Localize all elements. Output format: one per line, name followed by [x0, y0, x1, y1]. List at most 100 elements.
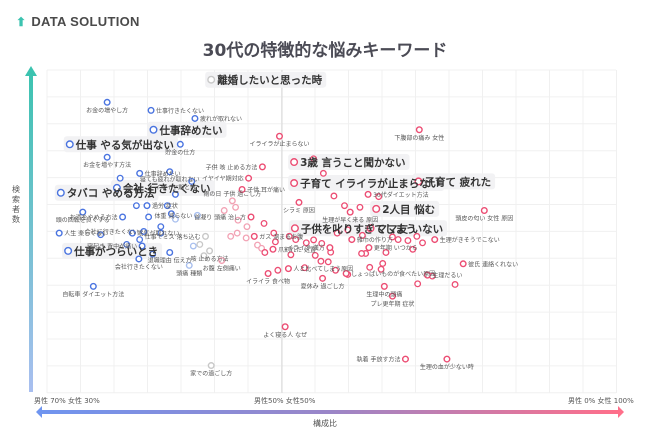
- data-point[interactable]: [136, 169, 144, 177]
- data-point: [233, 229, 241, 237]
- label-highlight: [412, 173, 496, 190]
- point-label: 離婚したいと思った時: [217, 74, 322, 87]
- point-label: タバコ やめる方法: [67, 187, 155, 200]
- point-label: 寝ても疲れが取れない: [140, 176, 200, 184]
- data-point[interactable]: [128, 229, 136, 237]
- data-point[interactable]: [388, 292, 396, 300]
- point-label: しょっぱいものが食べたい原因: [351, 270, 435, 278]
- point-label: 30代ダイエット方法: [373, 191, 429, 199]
- data-point[interactable]: [119, 213, 127, 221]
- data-point: [243, 223, 251, 231]
- data-point[interactable]: [401, 355, 409, 363]
- point-label: 夏休み 過ごし方: [301, 282, 345, 290]
- data-point: [270, 229, 278, 237]
- point-label: 退職理由 伝え方: [148, 256, 192, 264]
- point-label: 子供 耳が痛い: [247, 186, 285, 194]
- data-point[interactable]: [228, 197, 236, 205]
- data-point: [344, 226, 352, 234]
- data-point[interactable]: [326, 244, 334, 252]
- data-point: [97, 231, 105, 239]
- data-point[interactable]: [319, 274, 327, 282]
- point-label: イライラ 食べ物: [246, 277, 290, 285]
- data-point: [260, 219, 268, 227]
- data-point[interactable]: [103, 98, 111, 106]
- data-point[interactable]: [207, 75, 216, 84]
- point-label: 疲れが取れない: [200, 115, 242, 123]
- point-label: 会社 行きたくない: [123, 182, 211, 195]
- data-point[interactable]: [166, 168, 174, 176]
- data-point[interactable]: [149, 125, 158, 134]
- data-point[interactable]: [414, 177, 423, 186]
- data-point[interactable]: [207, 362, 215, 370]
- data-point[interactable]: [79, 208, 87, 216]
- data-point[interactable]: [64, 246, 73, 255]
- data-point[interactable]: [290, 158, 299, 167]
- data-point[interactable]: [372, 204, 381, 213]
- data-point[interactable]: [284, 265, 292, 273]
- data-point[interactable]: [295, 198, 303, 206]
- data-point[interactable]: [281, 323, 289, 331]
- data-point[interactable]: [415, 126, 423, 134]
- label-highlight: [147, 121, 227, 138]
- data-point[interactable]: [264, 269, 272, 277]
- data-point[interactable]: [56, 188, 65, 197]
- data-point[interactable]: [65, 140, 74, 149]
- data-point[interactable]: [143, 202, 151, 210]
- data-point[interactable]: [366, 224, 375, 233]
- data-point[interactable]: [218, 257, 226, 265]
- data-point[interactable]: [185, 261, 193, 269]
- label-highlight: [364, 220, 448, 237]
- data-point: [333, 229, 341, 237]
- point-label: 体重 減らない: [154, 212, 192, 220]
- data-point[interactable]: [171, 190, 179, 198]
- data-point[interactable]: [431, 236, 439, 244]
- data-point[interactable]: [443, 355, 451, 363]
- data-point[interactable]: [89, 282, 97, 290]
- data-point[interactable]: [380, 282, 388, 290]
- data-point: [366, 263, 374, 271]
- data-point: [310, 155, 318, 163]
- data-point[interactable]: [480, 207, 488, 215]
- data-point[interactable]: [365, 244, 373, 252]
- data-point[interactable]: [346, 208, 354, 216]
- data-point[interactable]: [140, 227, 148, 235]
- data-point[interactable]: [193, 211, 201, 219]
- data-point[interactable]: [269, 245, 277, 253]
- data-point[interactable]: [166, 248, 174, 256]
- point-label: 生理の血が少ない時: [420, 363, 474, 371]
- data-point[interactable]: [176, 140, 184, 148]
- data-point[interactable]: [191, 114, 199, 122]
- data-point[interactable]: [103, 153, 111, 161]
- data-point[interactable]: [275, 132, 283, 140]
- data-point[interactable]: [290, 179, 299, 188]
- data-point[interactable]: [138, 242, 146, 250]
- data-point: [394, 236, 402, 244]
- data-point[interactable]: [258, 163, 266, 171]
- data-point: [189, 242, 197, 250]
- data-point[interactable]: [238, 186, 246, 194]
- data-point[interactable]: [290, 224, 299, 233]
- data-point[interactable]: [206, 247, 214, 255]
- data-point[interactable]: [348, 236, 356, 244]
- point-label: 生理中の頭痛: [366, 290, 402, 298]
- point-label: 彼氏 連絡くれない: [468, 260, 518, 268]
- data-point[interactable]: [342, 269, 350, 277]
- data-point[interactable]: [147, 106, 155, 114]
- data-point[interactable]: [247, 213, 255, 221]
- data-point[interactable]: [112, 183, 121, 192]
- y-axis-arrow: [25, 66, 37, 392]
- data-point[interactable]: [135, 255, 143, 263]
- data-point[interactable]: [55, 229, 63, 237]
- point-label: 過労 症状: [152, 202, 178, 210]
- data-point[interactable]: [364, 190, 372, 198]
- data-point[interactable]: [459, 260, 467, 268]
- data-point[interactable]: [202, 232, 210, 240]
- data-point[interactable]: [250, 232, 258, 240]
- data-point[interactable]: [423, 271, 431, 279]
- data-point: [382, 249, 390, 256]
- point-label: シラミ 原因: [283, 207, 315, 214]
- label-highlight: [288, 175, 445, 192]
- data-point[interactable]: [245, 174, 253, 182]
- data-point: [302, 239, 310, 247]
- point-label: 仕事辞めたい: [145, 170, 181, 178]
